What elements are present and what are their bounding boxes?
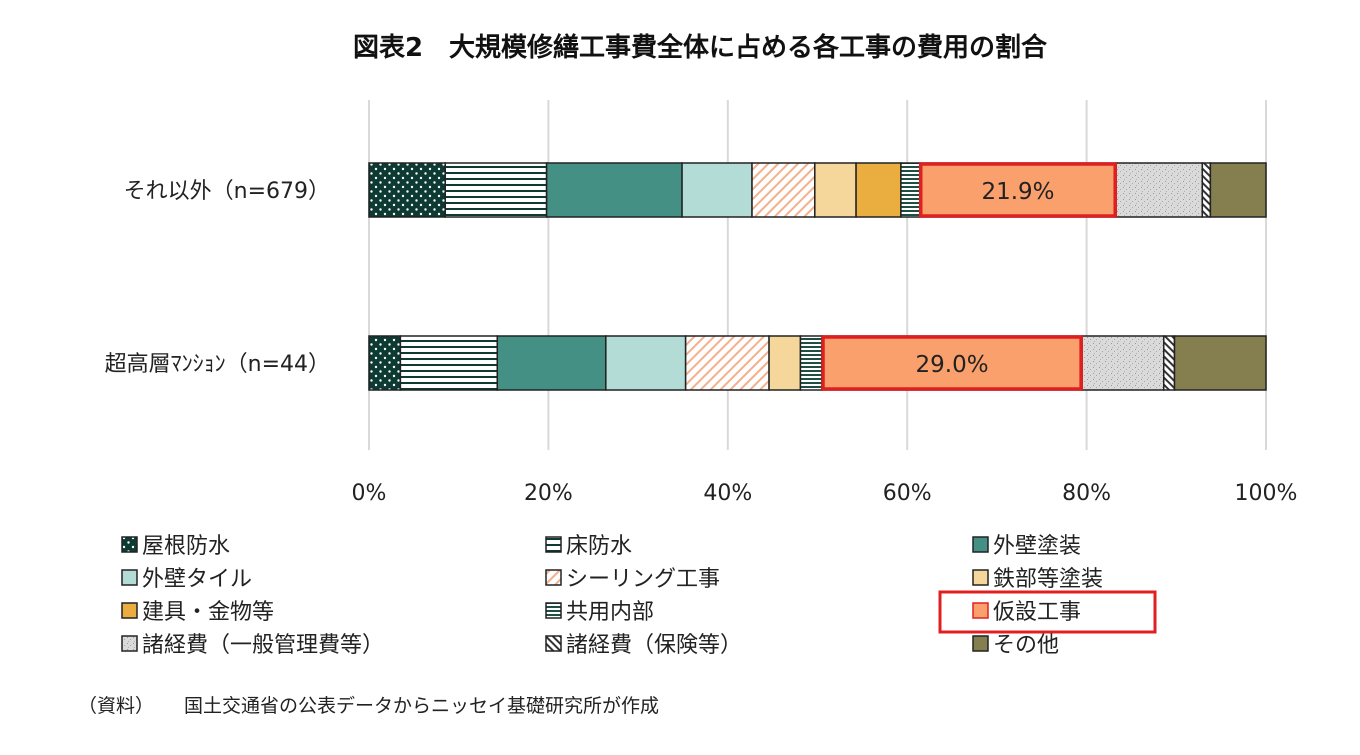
bar-屋根防水-1 <box>368 335 402 391</box>
bar-諸経費-一般管理費等-1 <box>1081 335 1165 391</box>
bar-シーリング工事-0 <box>751 162 816 218</box>
bar-床防水-0 <box>444 162 548 218</box>
bar-諸経費-保険等-0 <box>1201 162 1212 218</box>
gridlines <box>368 100 1267 450</box>
legend-swatch <box>545 569 562 586</box>
bar-その他-1 <box>1173 335 1267 391</box>
x-tick-label: 60% <box>883 481 932 506</box>
legend-label: 建具・金物等 <box>142 600 274 625</box>
highlight-仮設工事-1 <box>821 335 1083 391</box>
bar-共用内部-0 <box>900 162 921 218</box>
legend-swatch <box>545 536 562 553</box>
legend-swatch <box>121 602 138 619</box>
legend-swatch <box>545 635 562 652</box>
data-labels: 21.9% 29.0% <box>916 179 1055 378</box>
legend-swatch <box>972 602 989 619</box>
x-tick-label: 100% <box>1235 481 1298 506</box>
legend-swatch <box>972 536 989 553</box>
legend-item-屋根防水: 屋根防水 <box>121 534 230 559</box>
legend-swatch <box>545 602 562 619</box>
legend-item-その他: その他 <box>972 633 1059 658</box>
legend-label: 床防水 <box>566 534 632 559</box>
bar-その他-0 <box>1209 162 1267 218</box>
bar-諸経費-保険等-1 <box>1162 335 1176 391</box>
x-tick-label: 20% <box>524 481 573 506</box>
legend-swatch <box>121 635 138 652</box>
source-note: 国土交通省の公表データからニッセイ基礎研究所が作成 <box>184 695 659 717</box>
data-label: 29.0% <box>916 352 989 378</box>
bar-鉄部等塗装-0 <box>814 162 857 218</box>
bar-諸経費-一般管理費等-0 <box>1115 162 1204 218</box>
bars <box>368 162 1267 391</box>
bar-シーリング工事-1 <box>684 335 770 391</box>
x-tick-labels: 0% 20% 40% 60% 80% 100% <box>352 481 1298 506</box>
legend-swatch <box>972 569 989 586</box>
chart-title: 図表2 大規模修繕工事費全体に占める各工事の費用の割合 <box>353 32 1048 63</box>
bar-鉄部等塗装-1 <box>768 335 802 391</box>
legend-label: 共用内部 <box>566 600 654 625</box>
legend-item-鉄部等塗装: 鉄部等塗装 <box>972 567 1103 592</box>
legend-item-建具-金物等: 建具・金物等 <box>121 600 274 625</box>
legend-highlight-box <box>938 590 1157 634</box>
category-label: それ以外（n=679） <box>124 179 330 204</box>
legend-swatch <box>972 635 989 652</box>
bar-共用内部-1 <box>799 335 823 391</box>
highlight-仮設工事-0 <box>919 162 1117 218</box>
x-tick-label: 40% <box>703 481 752 506</box>
legend-label: 仮設工事 <box>993 600 1081 625</box>
bar-外壁塗装-0 <box>545 162 683 218</box>
legend-label: 諸経費（保険等） <box>566 633 742 658</box>
legend-item-諸経費-保険等: 諸経費（保険等） <box>545 633 742 658</box>
data-label: 21.9% <box>981 179 1054 205</box>
highlight-boxes <box>821 162 1117 391</box>
legend-item-シーリング工事: シーリング工事 <box>545 567 720 592</box>
category-labels: それ以外（n=679） 超高層ﾏﾝｼｮﾝ（n=44） <box>105 179 330 377</box>
legend-label: 諸経費（一般管理費等） <box>142 633 384 658</box>
bar-床防水-1 <box>399 335 499 391</box>
bar-外壁塗装-1 <box>496 335 607 391</box>
bar-外壁タイル-0 <box>681 162 753 218</box>
legend-label: 屋根防水 <box>142 534 230 559</box>
legend-item-外壁タイル: 外壁タイル <box>121 567 252 592</box>
legend-label: その他 <box>993 633 1059 658</box>
bar-外壁タイル-1 <box>605 335 687 391</box>
legend-item-外壁塗装: 外壁塗装 <box>972 534 1081 559</box>
legend-label: シーリング工事 <box>566 567 720 592</box>
x-tick-label: 80% <box>1062 481 1111 506</box>
legend-label: 鉄部等塗装 <box>993 567 1103 592</box>
bar-屋根防水-0 <box>368 162 446 218</box>
x-tick-label: 0% <box>352 481 387 506</box>
category-label: 超高層ﾏﾝｼｮﾝ（n=44） <box>105 352 330 377</box>
legend-item-諸経費-一般管理費等: 諸経費（一般管理費等） <box>121 633 384 658</box>
bar-建具-金物等-0 <box>855 162 902 218</box>
source-prefix: （資料） <box>78 695 154 717</box>
legend-item-仮設工事: 仮設工事 <box>938 590 1157 634</box>
legend-label: 外壁塗装 <box>993 534 1081 559</box>
legend-item-床防水: 床防水 <box>545 534 632 559</box>
legend-swatch <box>121 536 138 553</box>
legend-swatch <box>121 569 138 586</box>
legend-item-共用内部: 共用内部 <box>545 600 654 625</box>
legend-label: 外壁タイル <box>142 567 252 592</box>
